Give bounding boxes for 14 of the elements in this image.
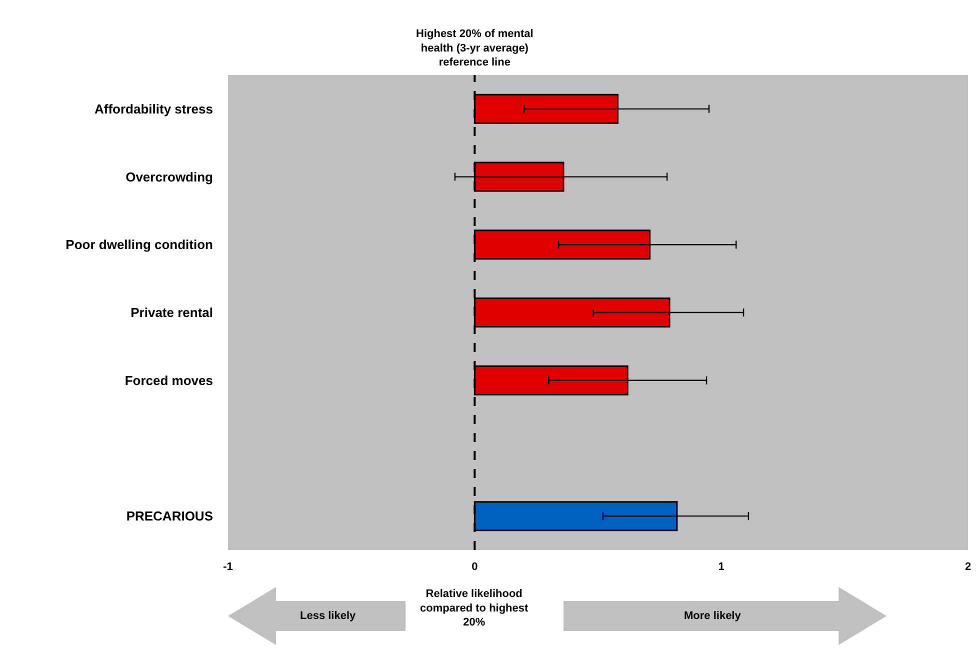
y-tick-label: Overcrowding [126, 169, 214, 184]
y-tick-label: Poor dwelling condition [66, 237, 214, 252]
y-tick-label: PRECARIOUS [126, 508, 214, 524]
text: Less likely [300, 610, 357, 622]
y-tick-label: Affordability stress [94, 101, 213, 116]
x-tick-label: 0 [472, 561, 478, 573]
y-tick-label: Private rental [130, 305, 213, 320]
ref-line-label: Highest 20% of mental health (3-yr average) reference line [416, 28, 534, 69]
x-tick-label: 1 [718, 561, 724, 573]
y-tick-label: Forced moves [124, 372, 213, 388]
x-tick-label: 2 [964, 561, 972, 573]
text: More likely [684, 610, 742, 622]
x-axis-title: Relative likelihood compared to highest 20% [420, 588, 529, 629]
x-tick-label: -1 [223, 561, 233, 573]
